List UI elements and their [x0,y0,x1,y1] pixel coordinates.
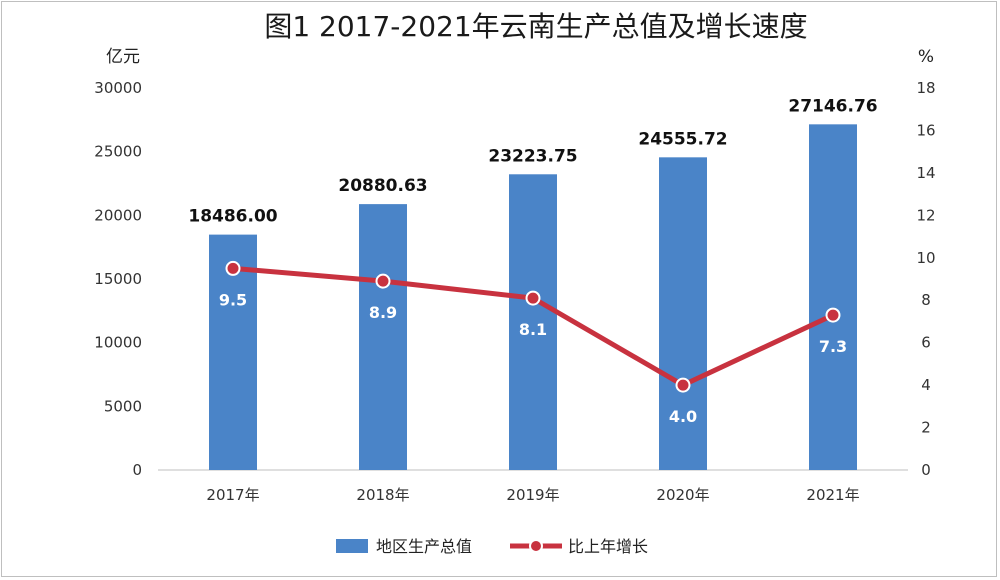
right-y-tick-label-3: 6 [921,334,931,352]
bar-value-label-2: 23223.75 [488,146,577,166]
bar-value-label-1: 20880.63 [338,176,427,196]
axes: 0 5000 10000 15000 20000 25000 30000 0 2 4 6 8 10 12 1… [94,79,935,504]
line-point-2 [525,290,541,306]
line-point-0 [225,260,241,276]
right-y-tick-label-7: 14 [916,164,935,182]
right-y-tick-label-9: 18 [916,79,935,97]
left-y-tick-label-4: 20000 [94,206,142,224]
right-y-tick-label-1: 2 [921,419,931,437]
line-value-label-3: 4.0 [669,407,697,426]
left-y-tick-label-5: 25000 [94,143,142,161]
legend-line-marker [529,539,543,553]
x-tick-label-0: 2017年 [206,486,259,504]
left-axis-unit: 亿元 [106,47,140,67]
left-y-tick-label-1: 5000 [104,397,142,415]
line-value-label-4: 7.3 [819,337,847,356]
legend-bar-swatch [336,539,368,553]
line-point-4 [825,307,841,323]
x-tick-label-4: 2021年 [806,486,859,504]
bar-1 [359,204,407,470]
line-value-label-1: 8.9 [369,303,397,322]
left-y-tick-label-0: 0 [132,461,142,479]
legend-bar-label: 地区生产总值 [376,537,472,556]
line-value-label-2: 8.1 [519,320,547,339]
bar-value-label-4: 27146.76 [788,96,877,116]
x-tick-label-3: 2020年 [656,486,709,504]
line-point-1 [375,273,391,289]
x-tick-label-2: 2019年 [506,486,559,504]
bar-2 [509,174,557,471]
left-y-tick-label-6: 30000 [94,79,142,97]
bar-series: 18486.00 20880.63 23223.75 24555.72 27146.76 [188,96,878,471]
x-tick-label-1: 2018年 [356,486,409,504]
bar-3 [659,157,707,470]
bar-value-label-3: 24555.72 [638,129,727,149]
bar-value-label-0: 18486.00 [188,207,277,227]
right-y-tick-label-4: 8 [921,291,931,309]
right-axis-unit: % [918,47,934,67]
right-y-tick-label-6: 12 [916,206,935,224]
left-y-tick-label-2: 10000 [94,334,142,352]
right-y-tick-label-8: 16 [916,121,935,139]
line-point-3 [675,377,691,393]
line-series: 9.5 8.9 8.1 4.0 7.3 [219,260,847,426]
bar-4 [809,124,857,471]
left-y-tick-label-3: 15000 [94,270,142,288]
chart-title: 图1 2017-2021年云南生产总值及增长速度 [264,10,807,43]
legend: 地区生产总值 比上年增长 [336,537,648,556]
right-y-tick-label-0: 0 [921,461,931,479]
right-y-tick-label-2: 4 [921,376,931,394]
right-y-tick-label-5: 10 [916,249,935,267]
line-value-label-0: 9.5 [219,290,247,309]
legend-line-label: 比上年增长 [568,537,648,556]
